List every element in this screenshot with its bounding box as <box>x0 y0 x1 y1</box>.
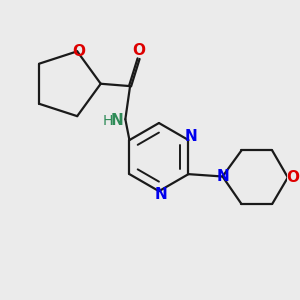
Text: N: N <box>155 188 168 202</box>
Text: N: N <box>217 169 230 184</box>
Text: N: N <box>184 129 197 144</box>
Text: N: N <box>110 113 123 128</box>
Text: O: O <box>72 44 85 59</box>
Text: H: H <box>102 114 112 128</box>
Text: O: O <box>132 43 145 58</box>
Text: O: O <box>286 170 299 185</box>
